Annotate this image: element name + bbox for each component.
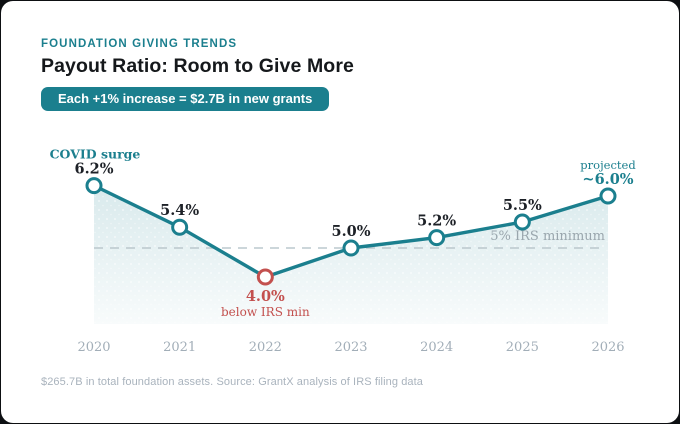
x-tick-2020: 2020 xyxy=(77,340,110,355)
x-tick-2021: 2021 xyxy=(163,340,196,355)
point-label-2023: 5.0% xyxy=(331,223,370,240)
labels-group: 6.2%COVID surge 5.4% 4.0%below IRS min 5.0%… xyxy=(50,147,637,319)
x-tick-2025: 2025 xyxy=(506,340,539,355)
x-axis-group: 2020 2021 2022 2023 2024 2025 2026 xyxy=(77,340,624,355)
eyebrow-label: FOUNDATION GIVING TRENDS xyxy=(41,38,238,50)
point-label-2022: 4.0% xyxy=(246,288,285,305)
data-point-2020[interactable] xyxy=(85,177,103,195)
source-note: $265.7B in total foundation assets. Sour… xyxy=(41,376,424,388)
point-label-2024: 5.2% xyxy=(417,213,456,230)
data-point-2024[interactable] xyxy=(428,229,446,247)
data-point-2025[interactable] xyxy=(513,213,531,231)
x-tick-2026: 2026 xyxy=(591,340,624,355)
page-title: Payout Ratio: Room to Give More xyxy=(41,55,354,77)
annotation-projected: projected xyxy=(580,158,636,172)
data-point-2023[interactable] xyxy=(342,239,360,257)
chart-header: FOUNDATION GIVING TRENDS Payout Ratio: R… xyxy=(41,37,354,111)
reference-line-group: 5% IRS minimum xyxy=(94,229,605,249)
impact-badge: Each +1% increase = $2.7B in new grants xyxy=(41,87,330,111)
x-tick-2024: 2024 xyxy=(420,340,453,355)
data-point-2026[interactable] xyxy=(599,187,617,205)
point-label-2026: ~6.0% xyxy=(582,171,633,188)
x-tick-2022: 2022 xyxy=(249,340,282,355)
point-label-2020: 6.2% xyxy=(74,161,113,178)
annotation-covid-surge: COVID surge xyxy=(50,147,141,162)
data-point-2021[interactable] xyxy=(171,218,189,236)
data-points-group xyxy=(85,177,617,286)
data-point-2022[interactable] xyxy=(256,268,274,286)
point-label-2021: 5.4% xyxy=(160,202,199,219)
annotation-below-irs-min: below IRS min xyxy=(221,305,310,319)
point-label-2025: 5.5% xyxy=(503,197,542,214)
irs-minimum-label: 5% IRS minimum xyxy=(490,229,605,244)
x-tick-2023: 2023 xyxy=(334,340,367,355)
